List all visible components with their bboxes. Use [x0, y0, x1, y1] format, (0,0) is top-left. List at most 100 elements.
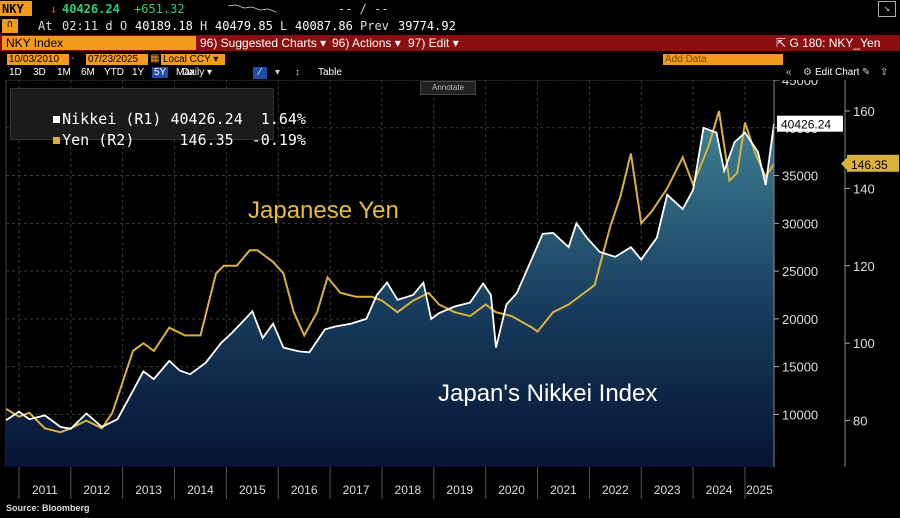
- right-tick-label-80: 80: [853, 414, 867, 429]
- x-tick-label-2014: 2014: [187, 483, 214, 497]
- nikkei-annotation: Japan's Nikkei Index: [438, 380, 657, 407]
- yen-swatch: [53, 137, 61, 144]
- period-1d[interactable]: 1D: [9, 67, 22, 78]
- x-axis-band: [0, 467, 900, 500]
- edit-menu[interactable]: 97) Edit ▾: [408, 36, 459, 50]
- x-tick-label-2021: 2021: [550, 483, 577, 497]
- nikkei-swatch: [53, 116, 61, 123]
- page-label: G 180: NKY_Yen: [789, 36, 881, 50]
- low-value: 40087.86: [295, 19, 353, 33]
- quote-bar: NKY ↓ 40426.24 +651.32 -- / -- ↘: [0, 0, 900, 18]
- actions-menu[interactable]: 96) Actions ▾: [332, 36, 401, 50]
- left-tick-label-25000: 25000: [782, 264, 818, 279]
- collapse-icon[interactable]: «: [786, 67, 792, 78]
- x-tick-label-2022: 2022: [602, 483, 629, 497]
- yen-annotation: Japanese Yen: [248, 197, 399, 224]
- legend: Nikkei (R1) 40426.24 1.64% Yen (R2) 146.…: [10, 88, 306, 149]
- settings-icon[interactable]: ⚙: [803, 67, 812, 78]
- suggested-charts-label: 96) Suggested Charts: [200, 36, 317, 50]
- last-value-labels: 40426.24 146.35: [777, 115, 899, 172]
- suggested-charts-menu[interactable]: 96) Suggested Charts ▾: [200, 36, 326, 50]
- period-1m[interactable]: 1M: [57, 67, 71, 78]
- period-5y[interactable]: 5Y: [152, 67, 169, 78]
- x-tick-label-2016: 2016: [291, 483, 318, 497]
- open-label: O: [120, 19, 128, 33]
- annotate-button[interactable]: Annotate: [420, 81, 476, 95]
- x-tick-label-2019: 2019: [446, 483, 473, 497]
- add-data-field[interactable]: Add Data: [663, 54, 783, 65]
- left-tick-label-15000: 15000: [782, 360, 818, 375]
- share-icon[interactable]: ⇪: [880, 67, 889, 78]
- edit-chart-button[interactable]: Edit Chart: [815, 67, 860, 78]
- end-date-field[interactable]: 07/23/2025: [86, 54, 148, 65]
- frequency-label: Daily: [182, 67, 205, 78]
- x-tick-label-2025: 2025: [746, 483, 773, 497]
- period-3d[interactable]: 3D: [33, 67, 46, 78]
- x-tick-label-2020: 2020: [498, 483, 525, 497]
- ticker-box[interactable]: [0, 1, 32, 16]
- date-bar: 10/03/2010 - 07/23/2025 ▦ Local CCY ▾ Ad…: [0, 53, 900, 66]
- lock-icon[interactable]: ∩: [2, 19, 18, 33]
- x-tick-label-2023: 2023: [654, 483, 681, 497]
- external-link-icon: ⇱: [776, 36, 787, 50]
- x-tick-label-2018: 2018: [395, 483, 422, 497]
- page-link[interactable]: ⇱ G 180: NKY_Yen: [776, 36, 880, 50]
- source-note: Source: Bloomberg: [6, 503, 90, 513]
- right-tick-label-140: 140: [853, 181, 875, 196]
- frequency-select[interactable]: Daily ▾: [182, 67, 212, 78]
- right-tick-label-120: 120: [853, 259, 875, 274]
- left-tick-label-10000: 10000: [782, 407, 818, 422]
- yen-line: [5, 110, 775, 434]
- left-tick-label-45000: 45000: [782, 80, 818, 88]
- at-label: At: [38, 19, 53, 33]
- legend-nikkei[interactable]: Nikkei (R1) 40426.24 1.64%: [17, 92, 306, 128]
- net-change: +651.32: [134, 2, 185, 16]
- x-tick-label-2011: 2011: [32, 483, 58, 497]
- currency-select[interactable]: Local CCY ▾: [161, 54, 225, 65]
- left-tick-label-35000: 35000: [782, 169, 818, 184]
- down-arrow-icon: ↓: [50, 2, 58, 16]
- bid-ask: -- / --: [338, 2, 389, 16]
- last-price: 40426.24: [62, 2, 120, 16]
- x-tick-label-2015: 2015: [239, 483, 266, 497]
- pencil-icon[interactable]: ✎: [862, 67, 871, 78]
- currency-label: Local CCY: [163, 54, 211, 65]
- open-value: 40189.18: [135, 19, 193, 33]
- calendar-icon[interactable]: ▦: [150, 53, 160, 64]
- chart-type-caret-icon[interactable]: ▾: [275, 67, 281, 78]
- prev-value: 39774.92: [398, 19, 456, 33]
- start-date-field[interactable]: 10/03/2010: [7, 54, 69, 65]
- sparkline-icon: [228, 4, 277, 13]
- x-tick-label-2017: 2017: [343, 483, 370, 497]
- yen-last-box: [847, 154, 899, 172]
- low-label: L: [280, 19, 288, 33]
- quote-time: 02:11 d: [62, 19, 113, 33]
- line-chart-icon[interactable]: ⁄: [253, 67, 267, 79]
- period-6m[interactable]: 6M: [81, 67, 95, 78]
- left-tick-label-20000: 20000: [782, 312, 818, 327]
- caret-down-icon: ▾: [210, 54, 219, 65]
- expand-icon[interactable]: ↘: [878, 1, 896, 17]
- yen-last-label: 146.35: [851, 158, 888, 172]
- legend-yen-text: Yen (R2) 146.35 -0.19%: [62, 131, 306, 149]
- annotate-label: Annotate: [431, 83, 465, 92]
- x-axis: 2011 2012 2013 2014 2015 2016 2017 2018 2019 2020…: [0, 467, 900, 500]
- nikkei-last-label: 40426.24: [781, 118, 831, 132]
- menu-bar: NKY Index 96) Suggested Charts ▾ 96) Act…: [0, 35, 900, 51]
- date-separator: -: [71, 53, 75, 64]
- legend-yen[interactable]: Yen (R2) 146.35 -0.19%: [17, 113, 306, 149]
- period-ytd[interactable]: YTD: [104, 67, 124, 78]
- x-tick-label-2024: 2024: [706, 483, 733, 497]
- nikkei-last-box: [777, 115, 843, 132]
- edit-label: 97) Edit: [408, 36, 450, 50]
- security-field[interactable]: NKY Index: [2, 36, 196, 50]
- legend-nikkei-text: Nikkei (R1) 40426.24 1.64%: [62, 110, 306, 128]
- prev-label: Prev: [360, 19, 389, 33]
- caret-down-icon: ▾: [320, 36, 327, 50]
- right-tick-label-100: 100: [853, 336, 875, 351]
- period-max[interactable]: Max: [176, 67, 195, 78]
- crosshair-icon[interactable]: ↕: [295, 67, 300, 78]
- yen-last-pointer: [841, 157, 847, 170]
- period-1y[interactable]: 1Y: [132, 67, 145, 78]
- table-button[interactable]: Table: [318, 67, 342, 78]
